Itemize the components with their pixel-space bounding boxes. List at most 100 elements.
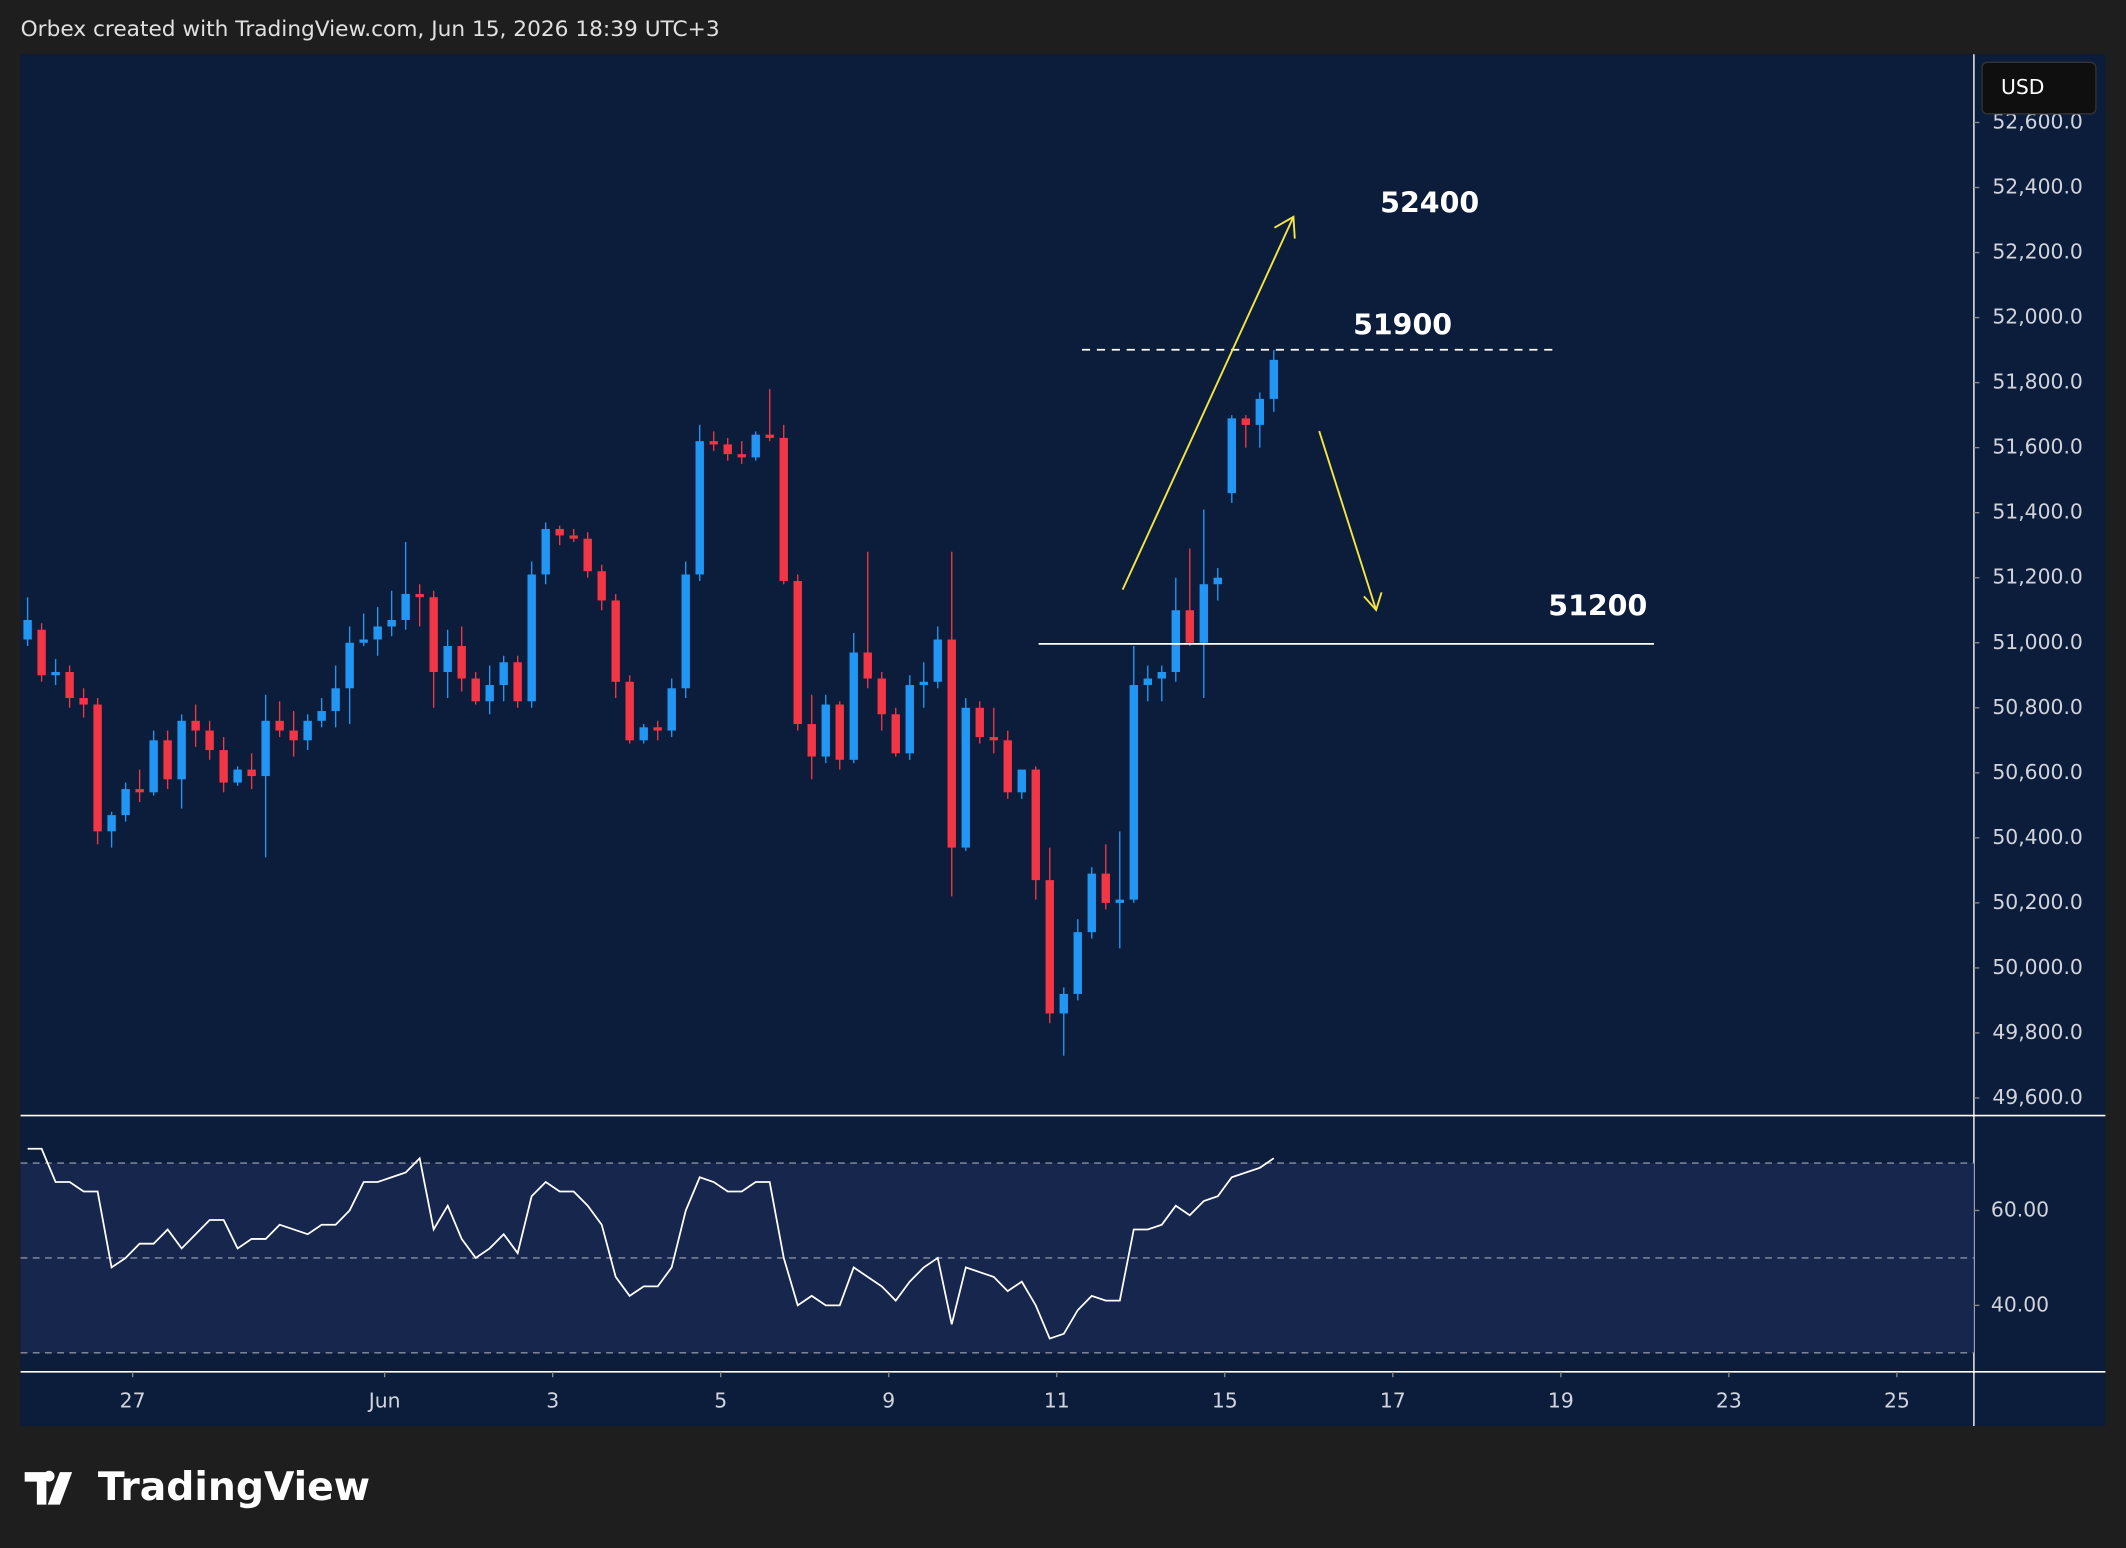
- y-tick-label: 50,400.0: [1992, 825, 2083, 849]
- candle-body: [205, 730, 214, 751]
- y-tick-label: 51,400.0: [1992, 500, 2083, 524]
- y-tick-label: 50,200.0: [1992, 890, 2083, 914]
- candle-body: [821, 704, 830, 757]
- candle-body: [177, 720, 186, 780]
- candle-body: [1199, 584, 1208, 643]
- candle-body: [933, 639, 942, 682]
- y-tick-label: 51,000.0: [1992, 630, 2083, 654]
- candle-body: [107, 815, 116, 832]
- candle-body: [163, 740, 172, 780]
- candle-body: [513, 662, 522, 702]
- candle-body: [569, 535, 578, 539]
- candle-body: [1059, 993, 1068, 1014]
- candle-body: [1087, 873, 1096, 933]
- price-pane: [20, 54, 1974, 1115]
- y-tick-label: 51,800.0: [1992, 370, 2083, 394]
- x-tick-label: Jun: [367, 1389, 401, 1413]
- currency[interactable]: USD: [2001, 75, 2044, 99]
- candle-body: [849, 652, 858, 760]
- candle-body: [23, 619, 32, 640]
- candle-body: [471, 678, 480, 702]
- candle-body: [443, 646, 452, 673]
- x-tick-label: 27: [120, 1389, 146, 1413]
- candle-body: [653, 727, 662, 731]
- candle-body: [331, 688, 340, 712]
- annotation: 51900: [1353, 309, 1452, 342]
- candle-body: [905, 685, 914, 754]
- candle-body: [835, 704, 844, 760]
- candle-body: [1185, 610, 1194, 643]
- x-tick-label: 17: [1380, 1389, 1406, 1413]
- price-axis: [1973, 54, 2106, 1427]
- candle-body: [1129, 685, 1138, 900]
- x-tick-label: 19: [1548, 1389, 1574, 1413]
- candle-body: [779, 437, 788, 581]
- x-tick-label: 3: [546, 1389, 559, 1413]
- y-tick-label: 52,400.0: [1992, 175, 2083, 199]
- candle-body: [1045, 880, 1054, 1014]
- y-tick-label: 50,000.0: [1992, 955, 2083, 979]
- y-tick-label: 50,800.0: [1992, 695, 2083, 719]
- candle-body: [1241, 418, 1250, 425]
- y-tick-label: 60.00: [1991, 1197, 2049, 1221]
- candle-body: [401, 593, 410, 620]
- candle-body: [1171, 610, 1180, 673]
- candle-body: [667, 688, 676, 731]
- candle-body: [121, 789, 130, 816]
- candle-body: [247, 769, 256, 777]
- logo: TradingView: [24, 1465, 370, 1510]
- logo-text: TradingView: [98, 1465, 370, 1510]
- candle-body: [765, 434, 774, 438]
- candle-body: [303, 720, 312, 741]
- arrow-up: [1121, 215, 1296, 591]
- candle-body: [597, 571, 606, 601]
- y-tick-label: 51,600.0: [1992, 435, 2083, 459]
- candle-body: [345, 642, 354, 689]
- annotation: 51200: [1548, 589, 1647, 622]
- currency-box[interactable]: [1981, 61, 2097, 115]
- annotation: 52400: [1380, 187, 1479, 220]
- y-tick-label: 51,200.0: [1992, 565, 2083, 589]
- attribution: Orbex created with TradingView.com, Jun …: [21, 17, 720, 42]
- candle-body: [863, 652, 872, 679]
- candle-body: [1143, 678, 1152, 686]
- candle-body: [79, 698, 88, 705]
- candle-body: [681, 574, 690, 689]
- candle-body: [1255, 398, 1264, 425]
- candle-body: [1115, 899, 1124, 903]
- candle-body: [961, 707, 970, 848]
- candle-body: [975, 707, 984, 738]
- y-tick-label: 40.00: [1991, 1292, 2049, 1316]
- y-tick-label: 52,200.0: [1992, 240, 2083, 264]
- candle-body: [1031, 769, 1040, 881]
- candle-body: [415, 593, 424, 598]
- candle-body: [723, 444, 732, 455]
- candle-body: [37, 629, 46, 676]
- candle-body: [625, 681, 634, 741]
- candle-body: [555, 528, 564, 536]
- time-axis: [20, 1371, 1974, 1427]
- candle-body: [695, 441, 704, 575]
- candle-body: [541, 528, 550, 575]
- candle-body: [877, 678, 886, 715]
- candle-body: [1003, 740, 1012, 793]
- candle-body: [1073, 932, 1082, 994]
- candle-body: [639, 727, 648, 741]
- candle-body: [359, 639, 368, 643]
- candle-body: [1269, 359, 1279, 399]
- x-tick-label: 5: [714, 1389, 727, 1413]
- candle-body: [989, 737, 998, 741]
- candle-body: [219, 750, 228, 783]
- candle-body: [793, 580, 802, 725]
- y-tick-label: 49,600.0: [1992, 1085, 2083, 1109]
- plot: 49,600.0 49,800.0 50,000.0 50,200.0 50,400.0…: [20, 110, 2083, 1413]
- candle-body: [919, 681, 928, 686]
- candle-body: [737, 454, 746, 458]
- candle-body: [233, 769, 242, 783]
- candle-body: [289, 730, 298, 741]
- candle-body: [1017, 769, 1026, 793]
- candle-body: [527, 574, 536, 702]
- candle-body: [191, 720, 200, 731]
